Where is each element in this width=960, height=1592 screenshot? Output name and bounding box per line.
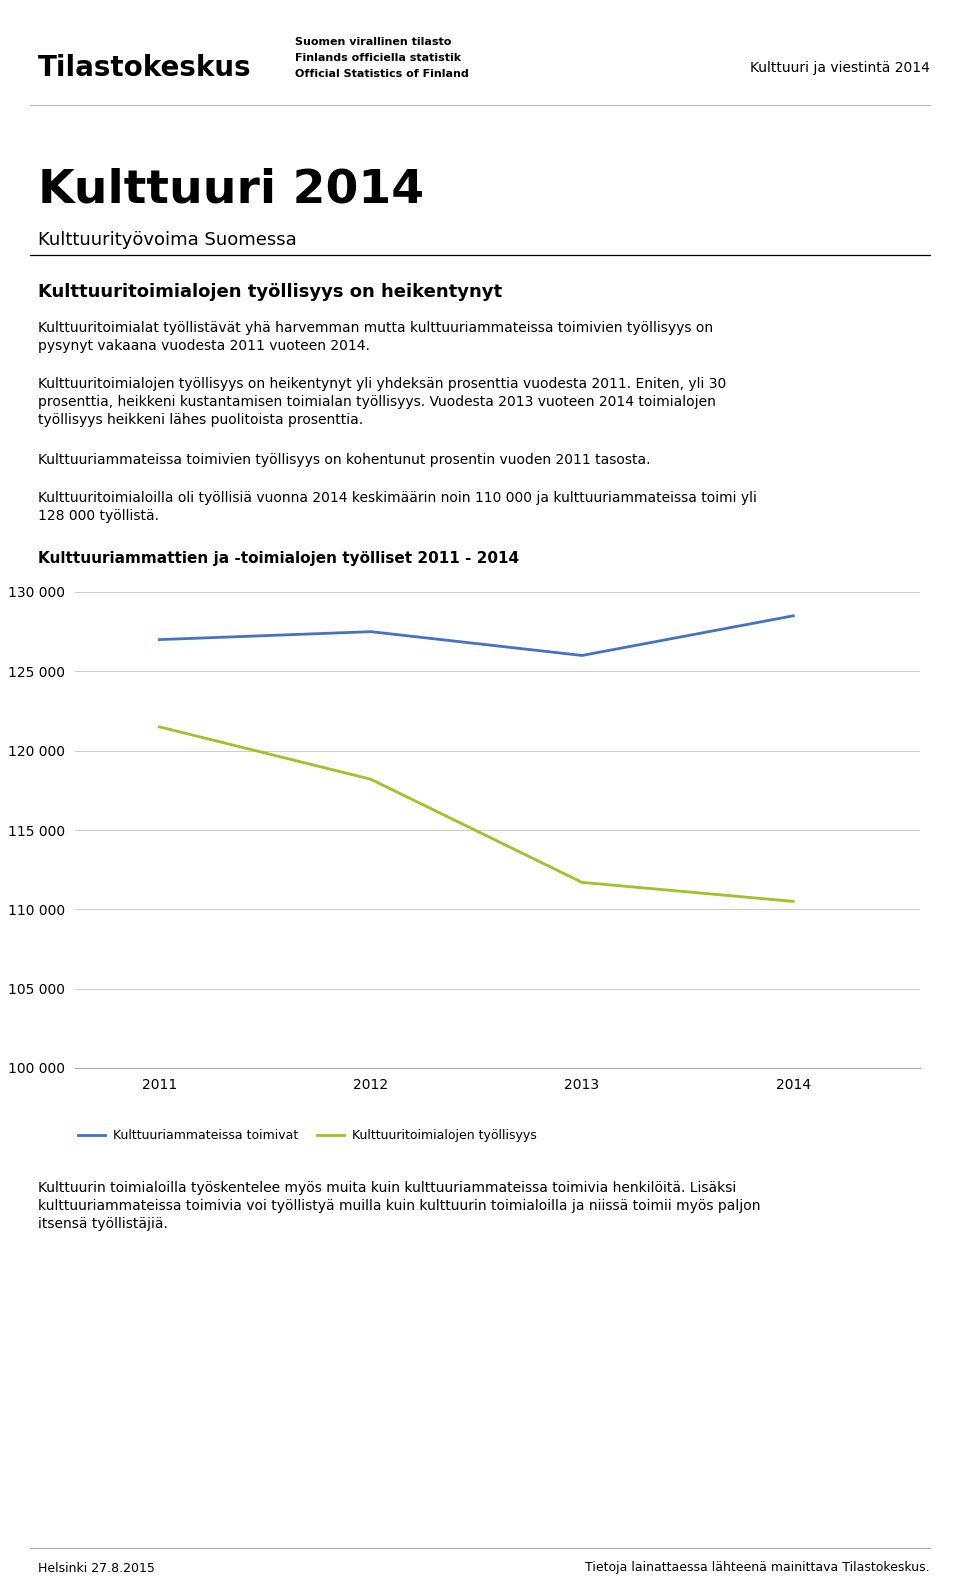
Text: Kulttuuriammattien ja -toimialojen työlliset 2011 - 2014: Kulttuuriammattien ja -toimialojen työll… (38, 551, 519, 565)
Text: Kulttuuriammateissa toimivien työllisyys on kohentunut prosentin vuoden 2011 tas: Kulttuuriammateissa toimivien työllisyys… (38, 454, 651, 466)
Text: Kulttuurin toimialoilla työskentelee myös muita kuin kulttuuriammateissa toimivi: Kulttuurin toimialoilla työskentelee myö… (38, 1181, 736, 1196)
Text: kulttuuriammateissa toimivia voi työllistyä muilla kuin kulttuurin toimialoilla : kulttuuriammateissa toimivia voi työllis… (38, 1199, 760, 1213)
Text: Kulttuuri ja viestintä 2014: Kulttuuri ja viestintä 2014 (750, 60, 930, 75)
Text: itsensä työllistäjiä.: itsensä työllistäjiä. (38, 1216, 168, 1231)
Text: Kulttuurityövoima Suomessa: Kulttuurityövoima Suomessa (38, 231, 297, 248)
Text: 128 000 työllistä.: 128 000 työllistä. (38, 509, 159, 524)
Text: Tietoja lainattaessa lähteenä mainittava Tilastokeskus.: Tietoja lainattaessa lähteenä mainittava… (586, 1562, 930, 1574)
Text: Kulttuuritoimialat työllistävät yhä harvemman mutta kulttuuriammateissa toimivie: Kulttuuritoimialat työllistävät yhä harv… (38, 322, 713, 334)
Text: Kulttuuri 2014: Kulttuuri 2014 (38, 167, 424, 212)
Text: Kulttuuritoimialojen työllisyys on heikentynyt: Kulttuuritoimialojen työllisyys on heike… (38, 283, 502, 301)
Text: Official Statistics of Finland: Official Statistics of Finland (295, 68, 468, 80)
Text: Tilastokeskus: Tilastokeskus (38, 54, 252, 83)
Text: Kulttuuritoimialojen työllisyys on heikentynyt yli yhdeksän prosenttia vuodesta : Kulttuuritoimialojen työllisyys on heike… (38, 377, 727, 392)
Text: prosenttia, heikkeni kustantamisen toimialan työllisyys. Vuodesta 2013 vuoteen 2: prosenttia, heikkeni kustantamisen toimi… (38, 395, 716, 409)
Text: Finlands officiella statistik: Finlands officiella statistik (295, 53, 461, 64)
Text: Suomen virallinen tilasto: Suomen virallinen tilasto (295, 37, 451, 48)
Text: Kulttuuritoimialoilla oli työllisiä vuonna 2014 keskimäärin noin 110 000 ja kult: Kulttuuritoimialoilla oli työllisiä vuon… (38, 490, 756, 505)
Text: Helsinki 27.8.2015: Helsinki 27.8.2015 (38, 1562, 155, 1574)
Text: pysynyt vakaana vuodesta 2011 vuoteen 2014.: pysynyt vakaana vuodesta 2011 vuoteen 20… (38, 339, 370, 353)
Legend: Kulttuuriammateissa toimivat, Kulttuuritoimialojen työllisyys: Kulttuuriammateissa toimivat, Kulttuurit… (73, 1124, 541, 1148)
Text: työllisyys heikkeni lähes puolitoista prosenttia.: työllisyys heikkeni lähes puolitoista pr… (38, 412, 363, 427)
